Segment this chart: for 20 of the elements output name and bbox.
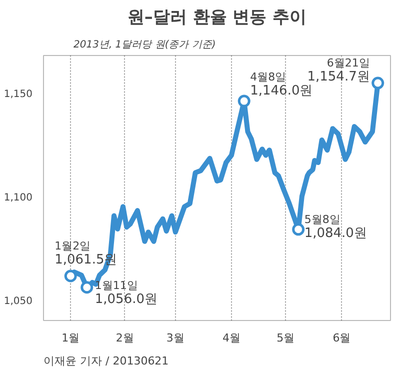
x-tick-label: 4월 (222, 332, 240, 344)
x-tick-label: 2월 (116, 332, 134, 344)
point (292, 223, 305, 236)
y-tick-label: 1,100 (4, 192, 33, 204)
point (80, 281, 94, 294)
x-tick-label: 3월 (166, 332, 184, 344)
y-tick-label: 1,050 (4, 296, 33, 307)
y-tick-label: 1,150 (4, 88, 33, 100)
x-tick-label: 5월 (276, 332, 295, 344)
chart-subtitle: 2013년, 1달러당 원(종가 기준) (74, 40, 216, 50)
annotation: 1월11일 1,056.0원 (94, 278, 158, 307)
x-tick-label: 1월 (62, 332, 80, 344)
annotation: 5월8일 1,084.0원 (304, 212, 367, 241)
chart-title: 원–달러 환율 변동 추이 (127, 8, 307, 28)
annotation: 6월21일 1,154.7원 (307, 56, 370, 85)
point (238, 94, 250, 108)
point (64, 270, 77, 282)
text: 이재윤 기자 / 20130621 (44, 354, 169, 368)
point (372, 76, 384, 90)
x-tick-label: 6월 (332, 332, 351, 344)
